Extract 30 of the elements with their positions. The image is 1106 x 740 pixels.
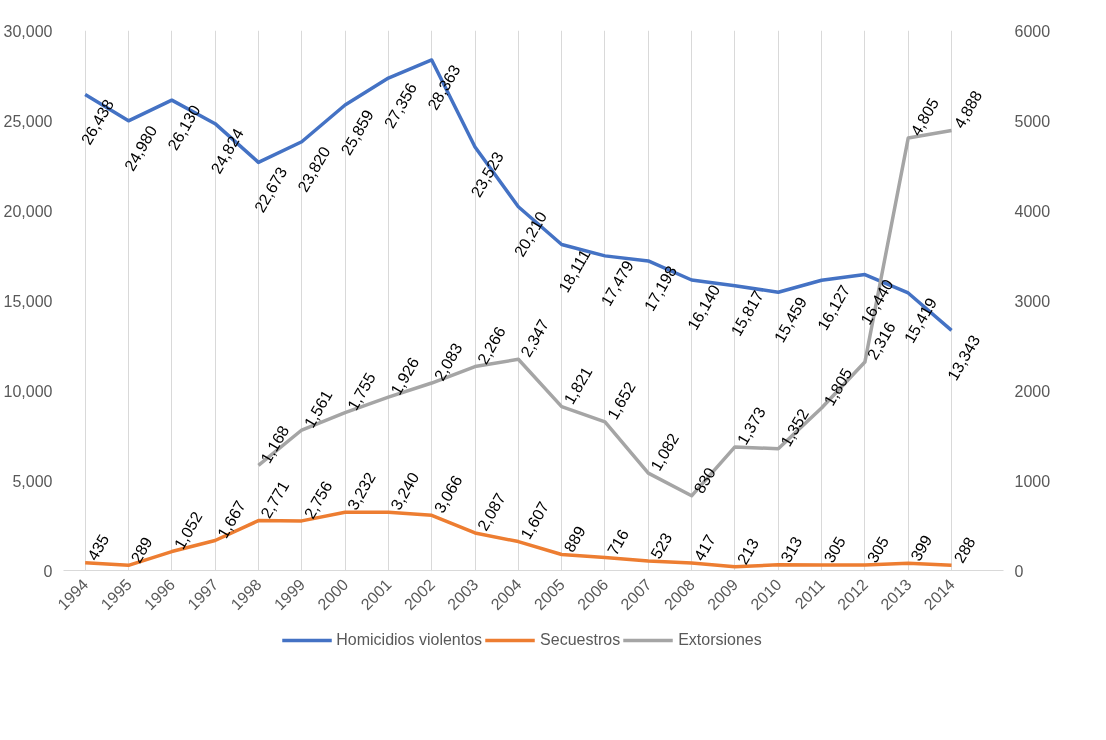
- data-label: 523: [647, 529, 676, 562]
- data-label: 313: [777, 533, 806, 566]
- data-label: 417: [690, 531, 719, 564]
- legend-label: Homicidios violentos: [336, 631, 483, 649]
- data-label: 889: [560, 523, 589, 555]
- y2-tick-label: 2000: [1014, 382, 1051, 400]
- y-tick-label: 25,000: [3, 112, 53, 130]
- data-label: 305: [820, 533, 849, 566]
- data-label: 435: [84, 531, 113, 564]
- y2-tick-label: 6000: [1014, 22, 1051, 40]
- y-tick-label: 10,000: [3, 382, 53, 400]
- y-tick-label: 5,000: [12, 472, 53, 490]
- y2-tick-label: 0: [1014, 562, 1024, 580]
- data-label: 716: [604, 526, 633, 559]
- y-tick-label: 15,000: [3, 292, 53, 310]
- y-tick-label: 0: [43, 562, 53, 580]
- y2-tick-label: 1000: [1014, 472, 1051, 490]
- data-label: 213: [734, 535, 763, 568]
- y-tick-label: 30,000: [3, 22, 53, 40]
- y2-tick-label: 4000: [1014, 202, 1051, 220]
- data-label: 288: [950, 534, 979, 566]
- legend-label: Extorsiones: [678, 631, 762, 649]
- data-label: 305: [863, 533, 893, 566]
- y-tick-label: 20,000: [3, 202, 53, 220]
- legend-label: Secuestros: [540, 631, 621, 649]
- data-label: 399: [907, 532, 936, 564]
- y2-tick-label: 5000: [1014, 112, 1051, 130]
- data-label: 830: [690, 464, 719, 497]
- data-label: 289: [127, 534, 156, 566]
- y2-tick-label: 3000: [1014, 292, 1051, 310]
